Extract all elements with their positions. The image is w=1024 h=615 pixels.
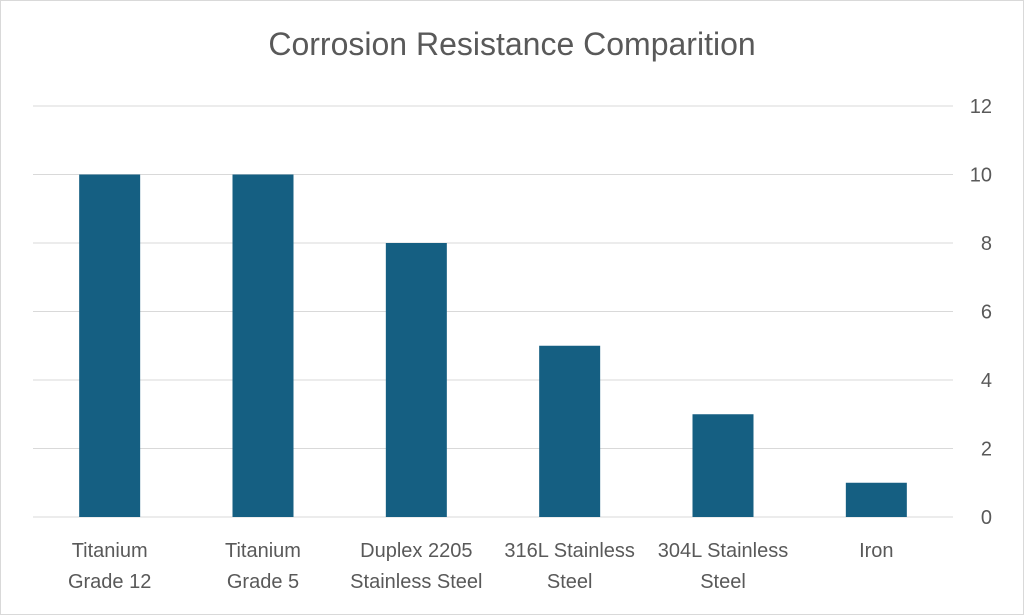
x-category-label: 304L Stainless	[658, 540, 788, 562]
y-tick-label: 6	[981, 302, 992, 324]
y-tick-label: 2	[981, 439, 992, 461]
bar	[539, 345, 601, 517]
gridlines	[33, 105, 953, 518]
x-category-label: Stainless Steel	[350, 571, 482, 593]
bars	[79, 174, 907, 517]
x-category-label: Grade 12	[68, 571, 151, 593]
y-tick-label: 0	[981, 507, 992, 529]
x-category-label: Steel	[547, 571, 593, 593]
bar	[692, 414, 754, 517]
chart-title: Corrosion Resistance Comparition	[268, 26, 756, 62]
y-tick-label: 4	[981, 370, 992, 392]
y-axis-ticks: 0 2 4 6 8 10 12	[970, 96, 992, 529]
x-category-label: Titanium	[225, 540, 301, 562]
y-tick-label: 8	[981, 233, 992, 255]
x-category-label: Titanium	[72, 540, 148, 562]
bar	[79, 174, 141, 517]
x-axis-labels: Titanium Grade 12 Titanium Grade 5 Duplex 22…	[68, 540, 894, 593]
bar	[232, 174, 294, 517]
x-category-label: Grade 5	[227, 571, 299, 593]
x-category-label: Duplex 2205	[360, 540, 472, 562]
y-tick-label: 10	[970, 165, 992, 187]
y-tick-label: 12	[970, 96, 992, 118]
x-category-label: 316L Stainless	[504, 540, 634, 562]
x-category-label: Steel	[700, 571, 746, 593]
x-category-label: Iron	[859, 540, 893, 562]
bar	[845, 482, 907, 517]
bar	[385, 243, 447, 517]
